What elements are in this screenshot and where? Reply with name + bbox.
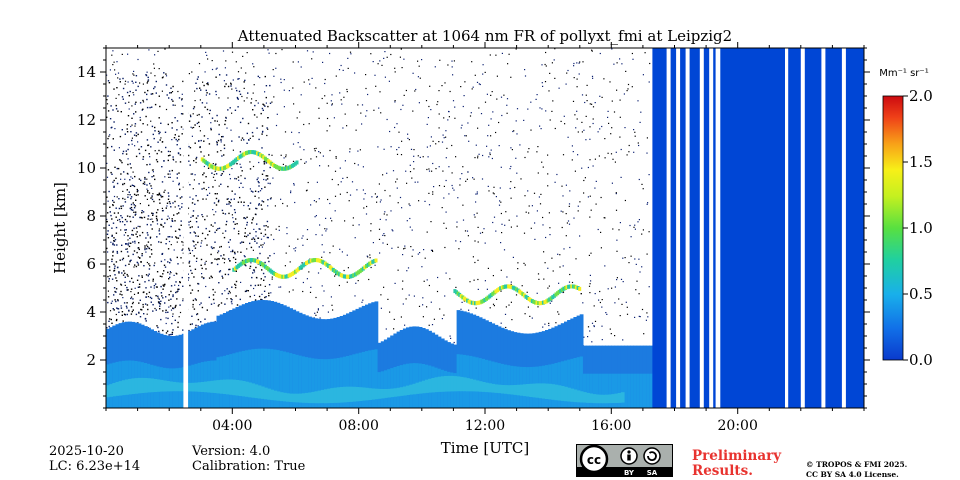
y-tick-label: 4 [86,303,96,321]
backscatter-signal [106,48,657,408]
cc-logo-icon: cc BY SA [577,444,672,477]
x-tick-label: 04:00 [212,418,252,434]
x-tick-label: 12:00 [465,418,505,434]
chart-title: Attenuated Backscatter at 1064 nm FR of … [237,27,732,45]
colorbar-tick-label: 0.5 [909,285,933,303]
y-axis-label: Height [km] [51,182,69,274]
lidar-constant-label: LC: 6.23e+14 [49,459,141,474]
x-tick-label: 08:00 [339,418,379,434]
date-label: 2025-10-20 [49,444,124,459]
x-tick-label: 20:00 [718,418,758,434]
y-tick-label: 12 [77,111,96,129]
preliminary-line-2: Results. [692,463,753,479]
y-tick-label: 14 [77,63,96,81]
x-tick-label: 16:00 [591,418,631,434]
y-tick-label: 2 [86,351,96,369]
colorbar-ticks: 0.0 0.5 1.0 1.5 2.0 [903,87,933,369]
preliminary-notice: Preliminary Results. [692,449,781,479]
y-tick-label: 6 [86,255,96,273]
colorbar: 0.0 0.5 1.0 1.5 2.0 Mm⁻¹ sr⁻¹ [879,68,933,369]
y-tick-label: 10 [77,159,96,177]
colorbar-tick-label: 2.0 [909,87,933,105]
x-axis: 04:00 08:00 12:00 16:00 20:00 [105,42,865,434]
svg-text:cc: cc [587,453,601,467]
y-axis: 2 4 6 8 10 12 14 [77,47,870,409]
cc-by-label: BY [624,469,635,476]
colorbar-tick-label: 1.5 [909,153,933,171]
preliminary-line-1: Preliminary [692,448,782,464]
x-axis-label: Time [UTC] [441,439,530,457]
cc-license-badge: cc BY SA [576,444,673,477]
cc-sa-label: SA [647,469,658,476]
plot-area [106,48,864,408]
version-label: Version: 4.0 [192,444,271,459]
y-tick-label: 8 [86,207,96,225]
colorbar-unit: Mm⁻¹ sr⁻¹ [879,68,928,79]
copyright-line-2: CC BY SA 4.0 License. [806,470,899,479]
copyright-notice: © TROPOS & FMI 2025. CC BY SA 4.0 Licens… [806,460,907,480]
rain-blocks [652,48,864,408]
calibration-label: Calibration: True [192,459,306,474]
colorbar-tick-label: 0.0 [909,351,933,369]
colorbar-tick-label: 1.0 [909,219,933,237]
copyright-line-1: © TROPOS & FMI 2025. [806,460,908,469]
